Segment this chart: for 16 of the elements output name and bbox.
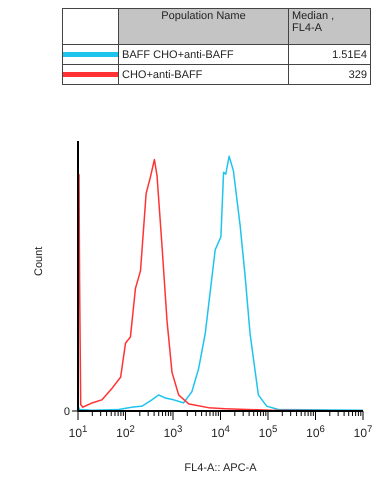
text: Population Name (161, 10, 246, 22)
x-tick-label: 10$^{1}$ (68, 424, 88, 440)
x-tick-label: 10$^{2}$ (116, 424, 135, 440)
x-tick-label: 10$^{7}$ (354, 424, 372, 440)
x-tick-label: 10$^{4}$ (211, 424, 231, 440)
x-tick-label: 10$^{3}$ (164, 424, 182, 440)
text: 329 (348, 68, 367, 80)
legend-label: BAFF CHO+anti-BAFF (122, 48, 234, 60)
x-axis-title: FL4-A:: APC-A (184, 462, 258, 474)
x-tick-label: 10$^{5}$ (258, 424, 278, 440)
text: Median , FL4-A (292, 10, 336, 34)
text: 0 (64, 406, 70, 418)
y-axis-title: Count (32, 246, 45, 276)
text: 1.51E4 (332, 48, 367, 60)
legend-label: CHO+anti-BAFF (122, 68, 202, 80)
x-tick-label: 10$^{6}$ (306, 424, 325, 440)
